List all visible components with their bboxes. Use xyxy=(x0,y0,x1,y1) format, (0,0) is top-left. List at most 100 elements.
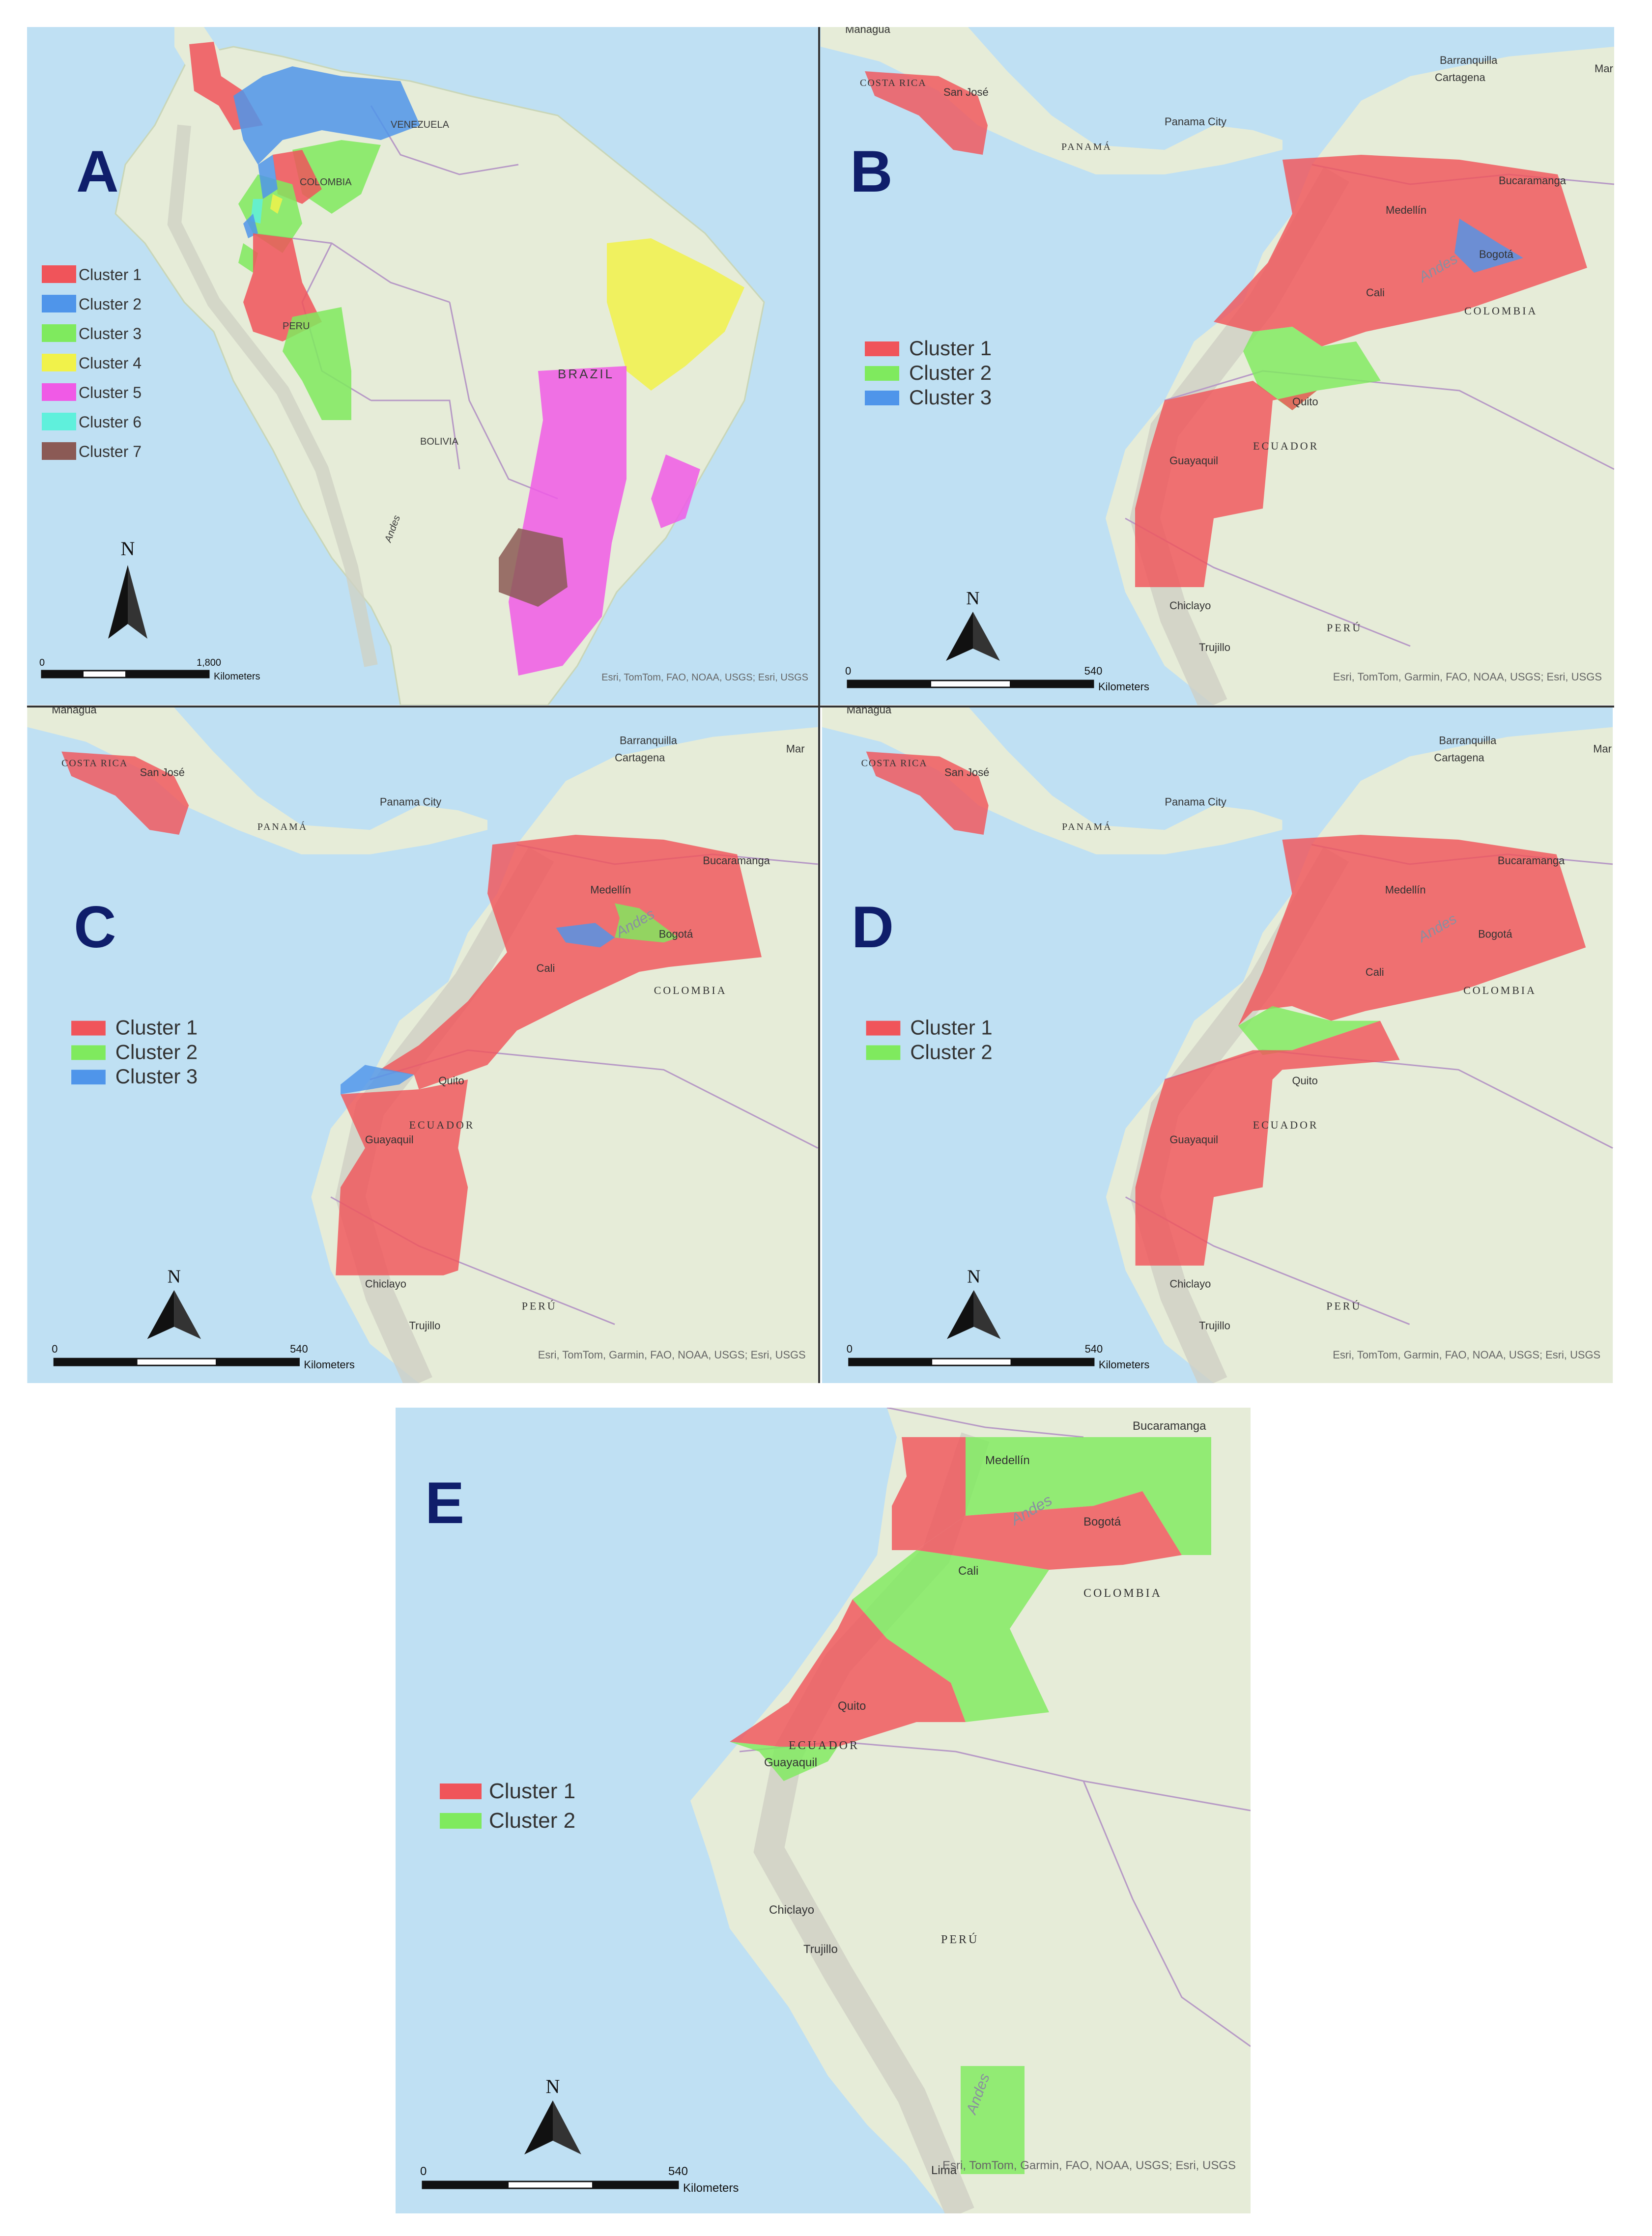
scale-bar: 0 540 Kilometers xyxy=(845,665,1149,693)
svg-text:0: 0 xyxy=(39,657,45,668)
label-barranquilla: Barranquilla xyxy=(1439,735,1497,747)
legend-swatch-6 xyxy=(42,413,76,430)
legend-label-2: Cluster 2 xyxy=(115,1040,198,1063)
label-quito: Quito xyxy=(1292,396,1318,408)
legend-swatch-2 xyxy=(42,295,76,312)
svg-text:Kilometers: Kilometers xyxy=(1098,680,1149,693)
legend-swatch-1 xyxy=(42,265,76,283)
legend-swatch-1 xyxy=(71,1020,106,1036)
label-managua: Managua xyxy=(52,708,97,716)
legend-label-5: Cluster 5 xyxy=(79,384,142,401)
label-chiclayo: Chiclayo xyxy=(365,1278,406,1290)
north-arrow-icon: N xyxy=(524,2075,581,2154)
label-cartagena: Cartagena xyxy=(615,752,665,764)
label-lima: Lima xyxy=(931,2164,957,2177)
svg-text:540: 540 xyxy=(1084,665,1103,677)
legend-label-3: Cluster 3 xyxy=(79,325,142,342)
label-bucaramanga: Bucaramanga xyxy=(703,854,770,867)
label-guayaquil: Guayaquil xyxy=(764,1756,817,1769)
label-bogota: Bogotá xyxy=(1083,1515,1121,1528)
svg-text:0: 0 xyxy=(52,1343,57,1355)
legend-swatch-2 xyxy=(866,1045,901,1060)
svg-text:N: N xyxy=(168,1267,181,1287)
legend-label-3: Cluster 3 xyxy=(909,386,992,409)
svg-text:Kilometers: Kilometers xyxy=(214,671,260,682)
legend-label-4: Cluster 4 xyxy=(79,354,142,372)
north-arrow-icon: N xyxy=(946,588,1000,661)
panel-letter: C xyxy=(74,895,116,960)
label-san-jose: San José xyxy=(943,86,989,98)
scale-bar: 0 540 Kilometers xyxy=(420,2165,739,2195)
legend-label-3: Cluster 3 xyxy=(115,1065,198,1088)
label-trujillo: Trujillo xyxy=(409,1319,441,1331)
svg-text:540: 540 xyxy=(290,1343,308,1355)
land-south-america xyxy=(690,1408,1251,2213)
svg-text:0: 0 xyxy=(845,665,851,677)
label-cali: Cali xyxy=(958,1564,978,1578)
label-managua: Managua xyxy=(845,27,891,35)
legend-swatch-1 xyxy=(865,341,899,356)
label-peru: PERÚ xyxy=(522,1300,557,1312)
svg-text:Kilometers: Kilometers xyxy=(1099,1359,1150,1371)
label-chiclayo: Chiclayo xyxy=(1169,599,1211,612)
panel-divider-horizontal xyxy=(27,706,1614,708)
legend-swatch-2 xyxy=(865,366,899,381)
map-credits: Esri, TomTom, Garmin, FAO, NOAA, USGS; E… xyxy=(538,1349,806,1361)
svg-text:0: 0 xyxy=(420,2165,427,2178)
label-chiclayo: Chiclayo xyxy=(769,1903,814,1917)
label-panama-city: Panama City xyxy=(1165,115,1226,128)
label-panama-city: Panama City xyxy=(380,795,441,808)
scale-bar: 0 540 Kilometers xyxy=(52,1343,355,1371)
label-bogota: Bogotá xyxy=(659,928,693,940)
andes-relief xyxy=(167,124,378,667)
map-credits: Esri, TomTom, FAO, NOAA, USGS; Esri, USG… xyxy=(601,672,808,683)
svg-text:1,800: 1,800 xyxy=(197,657,221,668)
legend: Cluster 1 Cluster 2 Cluster 3 Cluster 4 … xyxy=(42,265,142,460)
north-arrow-icon: N xyxy=(147,1267,201,1339)
legend-label-2: Cluster 2 xyxy=(909,361,992,384)
cluster-polygons xyxy=(730,1437,1211,2174)
label-trujillo: Trujillo xyxy=(1199,1319,1230,1331)
legend-swatch-5 xyxy=(42,383,76,401)
legend-label-2: Cluster 2 xyxy=(910,1040,992,1063)
label-medellin: Medellín xyxy=(985,1454,1030,1467)
label-ecuador: ECUADOR xyxy=(789,1739,859,1752)
label-mar: Mar xyxy=(1593,743,1612,755)
north-arrow-icon: N xyxy=(947,1267,1001,1339)
panel-divider-vertical xyxy=(818,27,820,1383)
map-credits: Esri, TomTom, Garmin, FAO, NOAA, USGS; E… xyxy=(1333,671,1602,683)
label-barranquilla: Barranquilla xyxy=(620,735,678,747)
label-panama: PANAMÁ xyxy=(1061,141,1112,152)
label-mar: Mar xyxy=(1595,62,1613,75)
svg-text:N: N xyxy=(967,1267,980,1287)
legend: Cluster 1 Cluster 2 xyxy=(440,1779,575,1833)
cluster-polygons xyxy=(61,751,762,1275)
label-medellin: Medellín xyxy=(1386,204,1426,216)
label-colombia: COLOMBIA xyxy=(1083,1587,1162,1600)
label-medellin: Medellín xyxy=(590,884,631,896)
label-brazil: BRAZIL xyxy=(558,367,614,381)
map-panel-c: Managua Barranquilla Cartagena Mar COSTA… xyxy=(27,708,818,1383)
map-credits: Esri, TomTom, Garmin, FAO, NOAA, USGS; E… xyxy=(1333,1349,1600,1361)
label-mar: Mar xyxy=(786,743,805,755)
place-labels: Managua Barranquilla Cartagena Mar COSTA… xyxy=(845,27,1613,653)
legend-label-1: Cluster 1 xyxy=(115,1016,198,1039)
panel-letter: D xyxy=(852,895,894,960)
label-costa-rica: COSTA RICA xyxy=(861,758,928,769)
label-guayaquil: Guayaquil xyxy=(1169,1133,1218,1146)
cluster-polygons xyxy=(866,751,1586,1266)
svg-text:540: 540 xyxy=(1085,1343,1103,1355)
svg-text:Kilometers: Kilometers xyxy=(304,1359,355,1371)
svg-text:0: 0 xyxy=(847,1343,853,1355)
label-colombia: COLOMBIA xyxy=(1463,984,1537,996)
scale-bar: 0 1,800 Kilometers xyxy=(39,657,260,682)
legend-label-1: Cluster 1 xyxy=(489,1779,575,1803)
label-colombia: COLOMBIA xyxy=(654,984,727,996)
label-panama-city: Panama City xyxy=(1165,795,1226,808)
legend: Cluster 1 Cluster 2 xyxy=(866,1016,993,1063)
label-cartagena: Cartagena xyxy=(1434,752,1484,764)
land-central-america xyxy=(821,27,1282,174)
legend-swatch-3 xyxy=(71,1070,106,1085)
legend-swatch-3 xyxy=(865,391,899,405)
label-panama: PANAMÁ xyxy=(257,821,308,832)
